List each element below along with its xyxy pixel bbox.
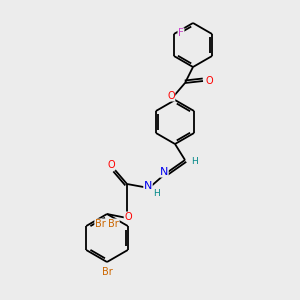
Text: N: N <box>160 167 168 177</box>
Text: N: N <box>144 181 152 191</box>
Text: H: H <box>190 158 197 166</box>
Text: O: O <box>205 76 213 86</box>
Text: O: O <box>167 91 175 101</box>
Text: Br: Br <box>108 219 119 229</box>
Text: O: O <box>124 212 132 222</box>
Text: Br: Br <box>102 267 112 277</box>
Text: H: H <box>154 188 160 197</box>
Text: O: O <box>107 160 115 170</box>
Text: F: F <box>178 28 184 38</box>
Text: Br: Br <box>95 219 106 229</box>
